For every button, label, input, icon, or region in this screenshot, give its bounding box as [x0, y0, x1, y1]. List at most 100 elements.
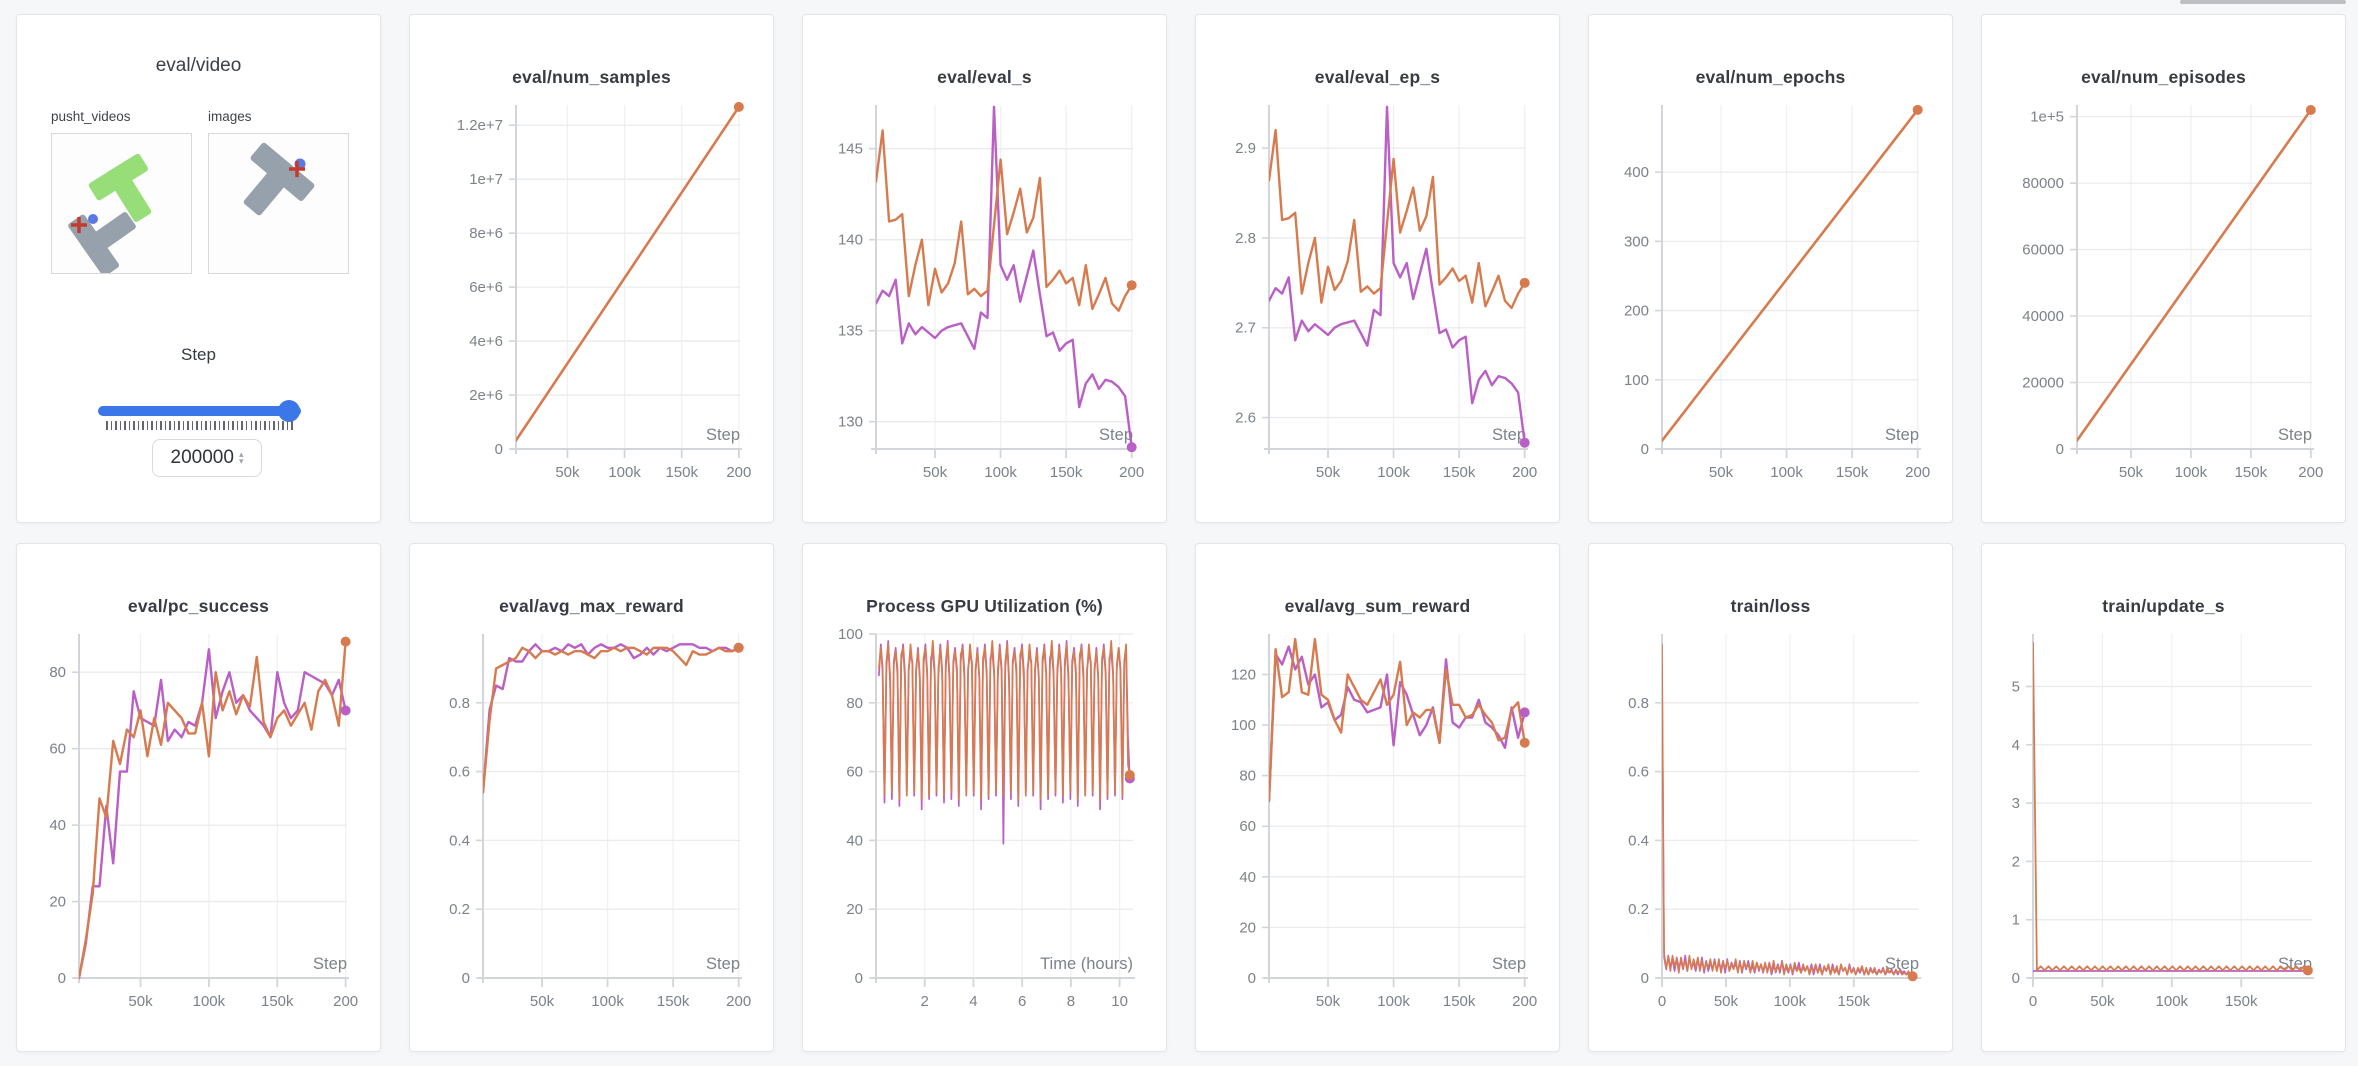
series-line-orange [2033, 641, 2309, 972]
panel-title: eval/video [155, 55, 242, 76]
step-slider-label: Step [181, 345, 216, 364]
x-tick-label: 150k [1838, 993, 1871, 1010]
x-tick-label: 50k [2090, 993, 2115, 1010]
y-tick-label: 2.7 [1235, 320, 1256, 337]
x-tick-label: 200 [1512, 993, 1537, 1010]
y-tick-label: 0 [495, 441, 503, 458]
y-tick-label: 0 [462, 970, 470, 987]
ruler-tick [142, 421, 144, 430]
x-tick-label: 200 [1119, 464, 1144, 481]
panel-eval-avg-max-reward[interactable]: eval/avg_max_reward 0 0.2 0.4 0.6 0.8 50k 100k 1… [409, 543, 774, 1052]
panel-eval-num-episodes[interactable]: eval/num_episodes 0 20000 40000 60000 80000 1e… [1981, 14, 2346, 523]
y-tick-label: 1 [2012, 912, 2020, 929]
panel-eval-video[interactable]: eval/video pusht_videos images Step 200000 ▴ ▾ [16, 14, 381, 523]
x-tick-label: 100k [1377, 464, 1410, 481]
y-tick-label: 40 [1239, 869, 1256, 886]
panel-eval-pc-success[interactable]: eval/pc_success 0 20 40 60 80 50k 100k 150k 200 St… [16, 543, 381, 1052]
stepper-up-icon[interactable]: ▴ [238, 449, 244, 459]
panel-title: eval/eval_ep_s [1314, 67, 1441, 87]
series-line-purple [483, 643, 740, 794]
panel-train-update-s[interactable]: train/update_s 0 1 2 3 4 5 0 50k 100k 150k Step [1981, 543, 2346, 1052]
x-tick-label: 100k [984, 464, 1017, 481]
x-tick-label: 100k [591, 993, 624, 1010]
ruler-tick [245, 421, 248, 430]
step-slider-track[interactable] [98, 406, 301, 416]
series-line-purple [1269, 105, 1526, 444]
media-thumbnail-pusht-videos[interactable] [51, 133, 192, 277]
line-chart[interactable]: 0 20 40 60 80 50k 100k 150k 200 Step [17, 544, 382, 1053]
series-line-orange [1662, 643, 1914, 978]
line-chart[interactable]: 0 0.2 0.4 0.6 0.8 50k 100k 150k 200 Step [410, 544, 775, 1053]
panel-title: train/loss [1730, 596, 1811, 616]
step-slider-thumb[interactable] [278, 400, 300, 422]
x-axis-label: Step [1885, 955, 1919, 973]
x-tick-label: 50k [923, 464, 948, 481]
x-tick-label: 100k [2156, 993, 2189, 1010]
panel-train-loss[interactable]: train/loss 0 0.2 0.4 0.6 0.8 0 50k 100k 150k Step [1588, 543, 1953, 1052]
x-tick-label: 100k [1377, 993, 1410, 1010]
y-tick-label: 145 [838, 141, 863, 158]
line-chart[interactable]: 130 135 140 145 50k 100k 150k 200 Step [803, 15, 1168, 524]
step-slider-ruler [106, 421, 293, 430]
line-chart[interactable]: 0 20000 40000 60000 80000 1e+5 50k 100k 150k 200 S… [1982, 15, 2347, 524]
line-chart[interactable]: 0 100 200 300 400 50k 100k 150k 200 Step [1589, 15, 1954, 524]
y-tick-label: 130 [838, 414, 863, 431]
y-tick-label: 2e+6 [469, 387, 503, 404]
y-tick-label: 0.6 [1628, 764, 1649, 781]
ruler-tick [115, 421, 117, 430]
panel-eval-num-samples[interactable]: eval/num_samples 0 2e+6 4e+6 6e+6 8e+6 1e+7 1.2… [409, 14, 774, 523]
line-chart[interactable]: 0 20 40 60 80 100 120 50k 100k 150k 200 Step [1196, 544, 1561, 1053]
y-tick-label: 3 [2012, 795, 2020, 812]
y-tick-label: 100 [1231, 717, 1256, 734]
x-tick-label: 200 [1905, 464, 1930, 481]
x-tick-label: 100k [1770, 464, 1803, 481]
ruler-tick [232, 421, 234, 430]
y-tick-label: 135 [838, 323, 863, 340]
ruler-tick [259, 421, 262, 430]
y-tick-label: 1e+7 [469, 171, 503, 188]
series-endpoint-dot-purple [1519, 707, 1530, 718]
panel-eval-num-epochs[interactable]: eval/num_epochs 0 100 200 300 400 50k 100k 150k 2… [1588, 14, 1953, 523]
panel-process-gpu-utilization[interactable]: Process GPU Utilization (%) 0 20 40 60 80 100 2… [802, 543, 1167, 1052]
panel-eval-eval-ep-s[interactable]: eval/eval_ep_s 2.6 2.7 2.8 2.9 50k 100k 150k 200… [1195, 14, 1560, 523]
line-chart[interactable]: 0 2e+6 4e+6 6e+6 8e+6 1e+7 1.2e+7 50k 100k 150k 20… [410, 15, 775, 524]
x-axis-label: Step [1885, 426, 1919, 444]
media-label: images [208, 109, 252, 124]
panel-eval-avg-sum-reward[interactable]: eval/avg_sum_reward 0 20 40 60 80 100 120 50k 100… [1195, 543, 1560, 1052]
x-tick-label: 200 [726, 464, 751, 481]
x-tick-label: 50k [1316, 464, 1341, 481]
y-tick-label: 0.4 [1628, 832, 1649, 849]
x-axis-label: Time (hours) [1040, 955, 1133, 973]
media-thumbnail-images[interactable] [208, 133, 349, 274]
ruler-tick [133, 421, 135, 430]
x-tick-label: 4 [969, 993, 977, 1010]
x-tick-label: 2 [921, 993, 929, 1010]
ruler-tick [119, 421, 122, 430]
x-tick-label: 50k [1316, 993, 1341, 1010]
line-chart[interactable]: 0 0.2 0.4 0.6 0.8 0 50k 100k 150k Step [1589, 544, 1954, 1053]
series-endpoint-dot-purple [340, 705, 351, 716]
y-tick-label: 100 [838, 626, 863, 643]
series-line-orange [483, 646, 740, 794]
stepper-down-icon[interactable]: ▾ [238, 456, 244, 466]
ruler-tick [268, 421, 271, 430]
ruler-tick [223, 421, 225, 430]
panel-title: eval/num_samples [512, 67, 671, 87]
x-axis-label: Step [2278, 426, 2312, 444]
series-line-purple [876, 105, 1133, 449]
x-tick-label: 150k [1443, 464, 1476, 481]
horizontal-scrollbar-thumb[interactable] [2180, 0, 2346, 4]
y-tick-label: 140 [838, 232, 863, 249]
y-tick-label: 2.9 [1235, 140, 1256, 157]
panel-title: Process GPU Utilization (%) [866, 596, 1103, 616]
panel-eval-eval-s[interactable]: eval/eval_s 130 135 140 145 50k 100k 150k 200 Ste… [802, 14, 1167, 523]
ruler-tick [155, 421, 158, 430]
step-value-input[interactable]: 200000 ▴ ▾ [152, 439, 262, 477]
series-endpoint-dot-orange [340, 636, 351, 647]
ruler-tick [250, 421, 252, 430]
line-chart[interactable]: 2.6 2.7 2.8 2.9 50k 100k 150k 200 Step [1196, 15, 1561, 524]
line-chart[interactable]: 0 20 40 60 80 100 2 4 6 8 10 Time (hours) [803, 544, 1168, 1053]
ruler-tick [182, 421, 185, 430]
ruler-tick [173, 421, 176, 430]
